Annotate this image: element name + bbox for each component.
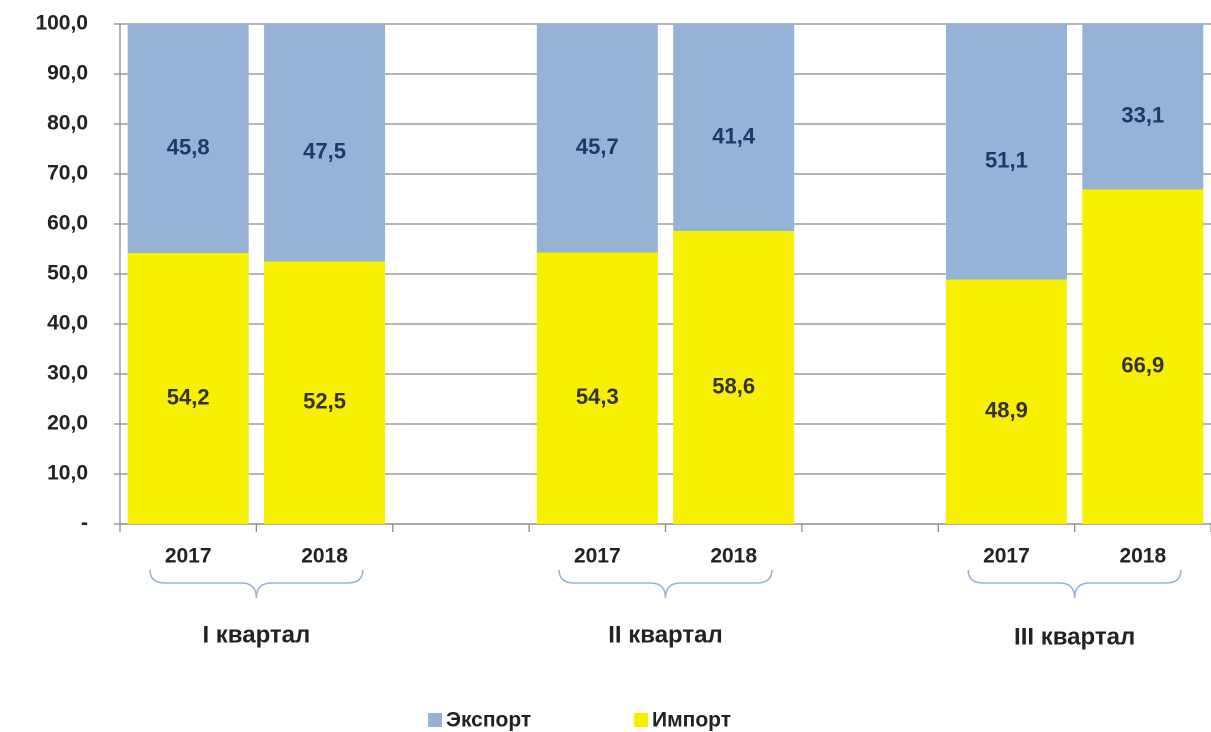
legend-label: Импорт [652, 709, 731, 732]
y-tick-label: 10,0 [47, 462, 88, 485]
x-tick-label: 2017 [165, 545, 212, 568]
data-label: 45,8 [167, 134, 210, 159]
bar-segment [673, 231, 795, 524]
x-tick-label: 2018 [1119, 545, 1166, 568]
y-tick-label: 30,0 [47, 362, 88, 385]
data-label: 45,7 [576, 134, 619, 159]
legend-swatch [634, 713, 648, 727]
x-tick-label: 2017 [574, 545, 621, 568]
y-tick-label: 100,0 [35, 12, 88, 35]
x-tick-label: 2018 [301, 545, 348, 568]
data-label: 48,9 [985, 398, 1028, 423]
y-tick-label: 20,0 [47, 412, 88, 435]
y-tick-label: 70,0 [47, 162, 88, 185]
bar-segment [264, 261, 386, 524]
bar-segment [264, 24, 386, 262]
data-label: 41,4 [712, 123, 756, 148]
data-label: 66,9 [1121, 353, 1164, 378]
bar-segment [536, 24, 658, 253]
data-label: 47,5 [303, 139, 346, 164]
group-label: I квартал [202, 621, 310, 648]
y-tick-label: 90,0 [47, 62, 88, 85]
y-tick-label: 80,0 [47, 112, 88, 135]
legend-swatch [428, 713, 442, 727]
y-tick-label: - [81, 512, 88, 535]
data-label: 58,6 [712, 373, 755, 398]
y-tick-label: 60,0 [47, 212, 88, 235]
bar-segment [945, 279, 1067, 524]
bar-segment [127, 253, 249, 524]
group-label: II квартал [608, 621, 723, 648]
data-label: 52,5 [303, 389, 346, 414]
bar-segment [1082, 189, 1204, 524]
bar-segment [673, 24, 795, 231]
bar-segment [945, 24, 1067, 280]
group-brace [967, 569, 1182, 599]
data-label: 33,1 [1121, 103, 1164, 128]
bar-segment [127, 24, 249, 253]
y-tick-label: 40,0 [47, 312, 88, 335]
group-label: III квартал [1014, 623, 1135, 650]
bar-segment [1082, 24, 1204, 190]
data-label: 54,2 [167, 384, 210, 409]
bar-segment [536, 252, 658, 524]
x-tick-label: 2018 [710, 545, 757, 568]
data-label: 54,3 [576, 384, 619, 409]
data-label: 51,1 [985, 148, 1028, 173]
legend-label: Экспорт [446, 709, 531, 732]
group-brace [149, 569, 364, 599]
group-brace [558, 569, 773, 599]
x-tick-label: 2017 [983, 545, 1030, 568]
y-tick-label: 50,0 [47, 262, 88, 285]
